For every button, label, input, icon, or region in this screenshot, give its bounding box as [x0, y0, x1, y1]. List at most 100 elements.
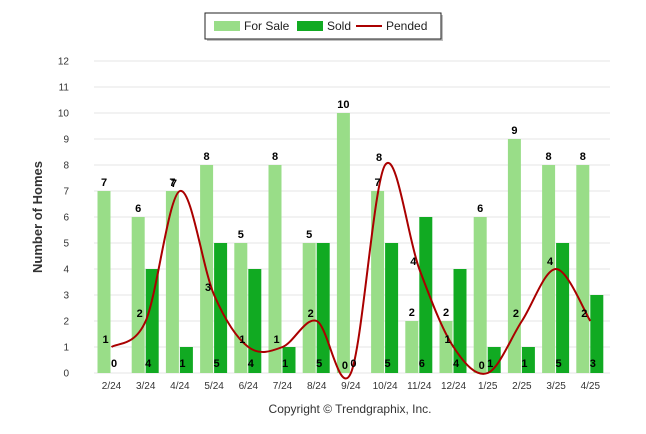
data-label-pended: 2 [137, 308, 143, 320]
bar-sold [590, 295, 604, 373]
data-label-sold: 4 [145, 358, 152, 370]
x-tick-label: 12/24 [441, 381, 466, 392]
data-label-pended: 1 [444, 334, 450, 346]
pended-line-path [110, 161, 592, 380]
data-label-for-sale: 6 [477, 203, 483, 215]
legend-swatch-sold [297, 21, 323, 31]
data-label-for-sale: 5 [238, 229, 244, 241]
data-label-for-sale: 8 [580, 151, 586, 163]
x-tick-label: 7/24 [273, 381, 293, 392]
bar-for-sale [439, 321, 453, 373]
bar-sold [419, 217, 433, 373]
data-label-for-sale: 5 [306, 229, 312, 241]
y-tick-label: 12 [58, 57, 70, 68]
x-tick-label: 3/25 [546, 381, 566, 392]
y-tick-label: 6 [63, 213, 69, 224]
y-tick-label: 8 [63, 161, 69, 172]
data-label-for-sale: 2 [443, 307, 449, 319]
bars [97, 113, 604, 373]
x-tick-label: 1/25 [478, 381, 498, 392]
x-tick-label: 10/24 [373, 381, 398, 392]
y-axis-label: Number of Homes [30, 161, 45, 273]
bar-for-sale [336, 113, 350, 373]
bar-for-sale [576, 165, 590, 373]
data-label-for-sale: 6 [135, 203, 141, 215]
x-tick-label: 4/24 [170, 381, 190, 392]
data-label-pended: 2 [308, 308, 314, 320]
bar-sold [145, 269, 159, 373]
bar-for-sale [473, 217, 487, 373]
bar-sold [316, 243, 330, 373]
bar-for-sale [268, 165, 282, 373]
data-label-sold: 1 [179, 358, 185, 370]
y-tick-label: 0 [63, 369, 69, 380]
x-tick-label: 6/24 [239, 381, 259, 392]
data-label-sold: 5 [556, 358, 562, 370]
bar-for-sale [165, 191, 179, 373]
data-label-sold: 5 [385, 358, 391, 370]
copyright-text: Copyright © Trendgraphix, Inc. [269, 402, 432, 416]
data-label-sold: 5 [214, 358, 220, 370]
x-tick-label: 4/25 [581, 381, 601, 392]
data-label-for-sale: 2 [409, 307, 415, 319]
data-label-pended: 0 [479, 360, 485, 372]
bar-for-sale [234, 243, 248, 373]
bar-for-sale [405, 321, 419, 373]
y-tick-label: 4 [63, 265, 69, 276]
data-label-sold: 1 [282, 358, 288, 370]
x-tick-label: 3/24 [136, 381, 156, 392]
data-label-pended: 7 [171, 178, 177, 190]
bar-sold [521, 347, 535, 373]
data-label-sold: 1 [521, 358, 527, 370]
legend-label-pended: Pended [386, 19, 427, 33]
data-label-pended: 4 [410, 256, 417, 268]
data-label-pended: 4 [547, 256, 554, 268]
data-label-pended: 2 [581, 308, 587, 320]
x-tick-label: 9/24 [341, 381, 361, 392]
data-label-for-sale: 8 [546, 151, 552, 163]
x-tick-label: 11/24 [407, 381, 432, 392]
x-tick-label: 5/24 [204, 381, 224, 392]
data-label-pended: 1 [239, 334, 245, 346]
bar-for-sale [302, 243, 316, 373]
x-tick-label: 2/24 [102, 381, 122, 392]
y-tick-label: 5 [63, 239, 69, 250]
x-tick-label: 2/25 [512, 381, 532, 392]
legend: For Sale Sold Pended [204, 12, 443, 41]
data-label-sold: 1 [487, 358, 493, 370]
legend-label-for-sale: For Sale [244, 19, 290, 33]
data-label-sold: 4 [248, 358, 255, 370]
bar-sold [487, 347, 501, 373]
data-label-for-sale: 9 [511, 125, 517, 137]
y-tick-label: 1 [63, 343, 69, 354]
data-label-pended: 1 [273, 334, 279, 346]
data-label-for-sale: 8 [204, 151, 210, 163]
data-label-sold: 6 [419, 358, 425, 370]
bar-for-sale [542, 165, 556, 373]
bar-sold [453, 269, 467, 373]
x-axis-ticks: 2/24 3/24 4/24 5/24 6/24 7/24 8/24 9/24 10/24 11/… [102, 381, 601, 392]
y-tick-label: 10 [58, 109, 70, 120]
data-label-for-sale: 7 [169, 177, 175, 189]
y-tick-label: 3 [63, 291, 69, 302]
data-label-pended: 1 [102, 334, 108, 346]
bar-for-sale [97, 191, 111, 373]
bar-sold [179, 347, 193, 373]
data-label-pended: 0 [342, 360, 348, 372]
y-tick-label: 7 [63, 187, 69, 198]
data-label-pended: 2 [513, 308, 519, 320]
pended-line [110, 161, 592, 380]
data-label-sold: 3 [590, 358, 596, 370]
data-label-for-sale: 7 [375, 177, 381, 189]
data-label-for-sale: 7 [101, 177, 107, 189]
y-tick-label: 11 [59, 83, 70, 94]
bar-sold [248, 269, 262, 373]
bar-for-sale [371, 191, 385, 373]
bar-sold [282, 347, 296, 373]
data-label-sold: 0 [111, 358, 117, 370]
data-label-sold: 0 [350, 358, 356, 370]
